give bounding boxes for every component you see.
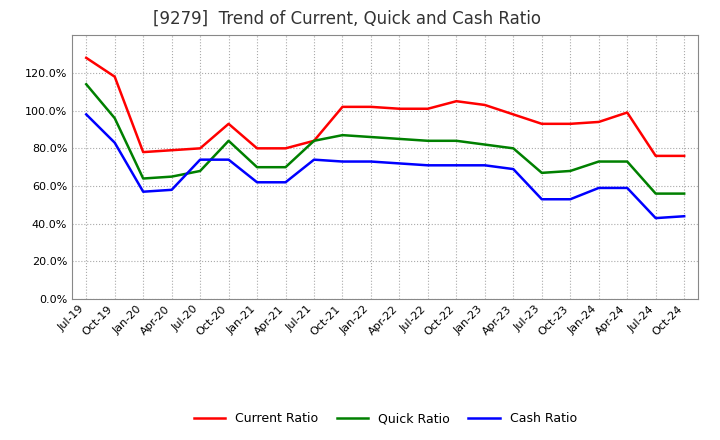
Current Ratio	[310, 138, 318, 143]
Quick Ratio	[623, 159, 631, 164]
Cash Ratio	[196, 157, 204, 162]
Cash Ratio	[366, 159, 375, 164]
Quick Ratio	[652, 191, 660, 196]
Quick Ratio	[196, 169, 204, 174]
Current Ratio	[253, 146, 261, 151]
Cash Ratio	[82, 112, 91, 117]
Current Ratio	[480, 103, 489, 108]
Quick Ratio	[225, 138, 233, 143]
Current Ratio	[366, 104, 375, 110]
Current Ratio	[680, 153, 688, 158]
Quick Ratio	[338, 132, 347, 138]
Current Ratio	[395, 106, 404, 111]
Cash Ratio	[282, 180, 290, 185]
Cash Ratio	[595, 185, 603, 191]
Current Ratio	[595, 119, 603, 125]
Cash Ratio	[225, 157, 233, 162]
Quick Ratio	[395, 136, 404, 142]
Cash Ratio	[310, 157, 318, 162]
Cash Ratio	[537, 197, 546, 202]
Quick Ratio	[366, 134, 375, 139]
Current Ratio	[167, 147, 176, 153]
Cash Ratio	[139, 189, 148, 194]
Cash Ratio	[338, 159, 347, 164]
Cash Ratio	[452, 163, 461, 168]
Current Ratio	[110, 74, 119, 79]
Current Ratio	[509, 112, 518, 117]
Quick Ratio	[452, 138, 461, 143]
Cash Ratio	[680, 213, 688, 219]
Cash Ratio	[167, 187, 176, 192]
Cash Ratio	[253, 180, 261, 185]
Current Ratio	[452, 99, 461, 104]
Current Ratio	[652, 153, 660, 158]
Current Ratio	[139, 150, 148, 155]
Quick Ratio	[423, 138, 432, 143]
Line: Current Ratio: Current Ratio	[86, 58, 684, 156]
Current Ratio	[82, 55, 91, 60]
Legend: Current Ratio, Quick Ratio, Cash Ratio: Current Ratio, Quick Ratio, Cash Ratio	[189, 407, 582, 430]
Current Ratio	[623, 110, 631, 115]
Quick Ratio	[167, 174, 176, 179]
Current Ratio	[338, 104, 347, 110]
Line: Cash Ratio: Cash Ratio	[86, 114, 684, 218]
Cash Ratio	[395, 161, 404, 166]
Quick Ratio	[82, 81, 91, 87]
Quick Ratio	[282, 165, 290, 170]
Current Ratio	[196, 146, 204, 151]
Current Ratio	[566, 121, 575, 126]
Quick Ratio	[595, 159, 603, 164]
Current Ratio	[282, 146, 290, 151]
Quick Ratio	[509, 146, 518, 151]
Line: Quick Ratio: Quick Ratio	[86, 84, 684, 194]
Quick Ratio	[537, 170, 546, 176]
Current Ratio	[537, 121, 546, 126]
Cash Ratio	[423, 163, 432, 168]
Current Ratio	[423, 106, 432, 111]
Current Ratio	[225, 121, 233, 126]
Quick Ratio	[110, 116, 119, 121]
Quick Ratio	[480, 142, 489, 147]
Quick Ratio	[253, 165, 261, 170]
Text: [9279]  Trend of Current, Quick and Cash Ratio: [9279] Trend of Current, Quick and Cash …	[153, 10, 541, 28]
Cash Ratio	[652, 216, 660, 221]
Cash Ratio	[566, 197, 575, 202]
Quick Ratio	[139, 176, 148, 181]
Cash Ratio	[110, 140, 119, 145]
Quick Ratio	[680, 191, 688, 196]
Cash Ratio	[480, 163, 489, 168]
Cash Ratio	[623, 185, 631, 191]
Quick Ratio	[566, 169, 575, 174]
Quick Ratio	[310, 138, 318, 143]
Cash Ratio	[509, 166, 518, 172]
